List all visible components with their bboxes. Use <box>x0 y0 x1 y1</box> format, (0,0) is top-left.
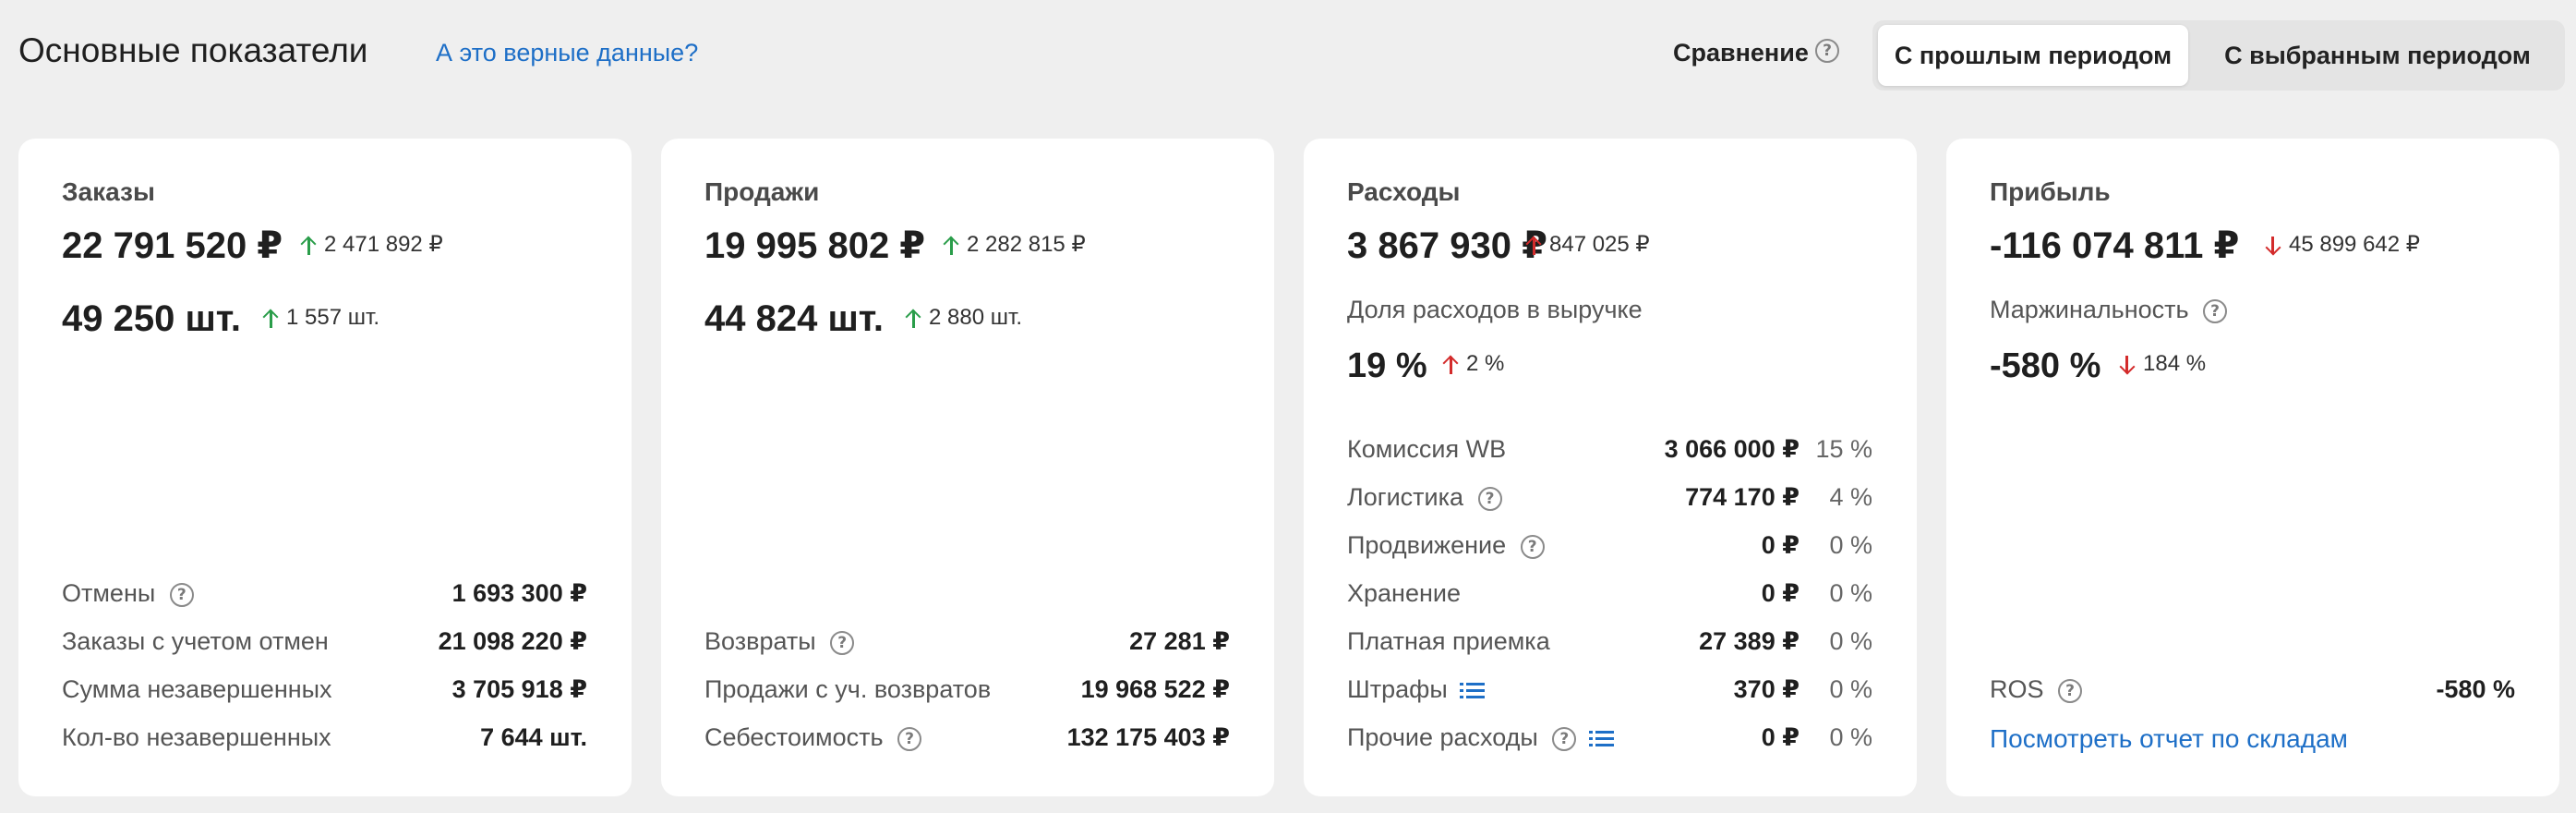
compare-label: Сравнение <box>1673 39 1809 67</box>
expenses-fines-value: 370 ₽ <box>1733 675 1800 703</box>
sales-returns-value: 27 281 ₽ <box>1129 627 1230 655</box>
profit-amount: -116 074 811 ₽ <box>1990 225 2240 266</box>
header-bar: Основные показатели А это верные данные?… <box>0 0 2576 111</box>
expenses-share-label: Доля расходов в выручке <box>1347 296 1643 323</box>
arrow-up-icon <box>943 235 959 257</box>
expenses-fines-pct: 0 % <box>1829 675 1872 703</box>
expenses-logistics-value: 774 170 ₽ <box>1685 483 1800 511</box>
profit-card: Прибыль -116 074 811 ₽ 45 899 642 ₽ Марж… <box>1946 139 2559 796</box>
profit-margin-delta: 184 % <box>2119 351 2206 377</box>
arrow-up-icon <box>262 308 279 330</box>
sales-row-with-returns: Продажи с уч. возвратов <box>704 675 992 703</box>
expenses-promotion-value: 0 ₽ <box>1761 531 1800 559</box>
orders-amount-delta: 2 471 892 ₽ <box>300 231 443 258</box>
expenses-row-promotion: Продвижение ? <box>1347 531 1545 560</box>
sales-row-cost: Себестоимость ? <box>704 723 922 752</box>
expenses-row-logistics: Логистика ? <box>1347 483 1502 512</box>
help-icon[interactable]: ? <box>897 726 922 751</box>
list-icon[interactable] <box>1588 729 1615 749</box>
compare-prev-period-button[interactable]: С прошлым периодом <box>1878 25 2188 86</box>
expenses-card: Расходы 3 867 930 ₽ 847 025 ₽ Доля расхо… <box>1304 139 1917 796</box>
help-icon[interactable]: ? <box>2058 678 2083 703</box>
orders-qty: 49 250 шт. <box>62 298 241 339</box>
list-icon[interactable] <box>1460 681 1486 701</box>
orders-unfinished-sum-value: 3 705 918 ₽ <box>451 675 587 703</box>
sales-title: Продажи <box>704 177 820 206</box>
orders-row-unfinished-qty: Кол-во незавершенных <box>62 723 331 751</box>
expenses-row-storage: Хранение <box>1347 579 1461 607</box>
help-icon[interactable]: ? <box>1552 726 1577 751</box>
sales-with-returns-value: 19 968 522 ₽ <box>1080 675 1230 703</box>
expenses-title: Расходы <box>1347 177 1461 206</box>
expenses-storage-value: 0 ₽ <box>1761 579 1800 607</box>
expenses-promotion-pct: 0 % <box>1829 531 1872 559</box>
sales-amount-delta: 2 282 815 ₽ <box>943 231 1086 258</box>
orders-row-cancels: Отмены ? <box>62 579 194 608</box>
help-icon[interactable]: ? <box>1815 39 1839 63</box>
expenses-paid-acceptance-pct: 0 % <box>1829 627 1872 655</box>
help-icon[interactable]: ? <box>2203 298 2228 323</box>
profit-ros-value: -580 % <box>2436 675 2515 703</box>
profit-amount-delta: 45 899 642 ₽ <box>2265 231 2420 258</box>
profit-margin-value: -580 % <box>1990 346 2101 385</box>
expenses-row-fines: Штрафы <box>1347 675 1486 704</box>
expenses-row-paid-acceptance: Платная приемка <box>1347 627 1550 655</box>
sales-qty-delta: 2 880 шт. <box>905 305 1022 331</box>
orders-cancels-value: 1 693 300 ₽ <box>451 579 587 607</box>
help-icon[interactable]: ? <box>830 630 855 655</box>
expenses-other-value: 0 ₽ <box>1761 723 1800 751</box>
sales-card: Продажи 19 995 802 ₽ 2 282 815 ₽ 44 824 … <box>661 139 1274 796</box>
arrow-up-icon <box>300 235 317 257</box>
expenses-share-value: 19 % <box>1347 346 1427 385</box>
orders-row-with-cancels: Заказы с учетом отмен <box>62 627 329 655</box>
expenses-other-pct: 0 % <box>1829 723 1872 751</box>
page-title: Основные показатели <box>18 31 368 69</box>
expenses-row-commission: Комиссия WB <box>1347 435 1507 463</box>
help-icon[interactable]: ? <box>1520 534 1545 559</box>
arrow-down-icon <box>2119 354 2136 376</box>
help-icon[interactable]: ? <box>169 582 194 607</box>
expenses-commission-pct: 15 % <box>1815 435 1872 463</box>
profit-margin-label: Маржинальность ? <box>1990 296 2228 324</box>
expenses-amount: 3 867 930 ₽ <box>1347 225 1547 266</box>
orders-qty-delta: 1 557 шт. <box>262 305 379 331</box>
profit-title: Прибыль <box>1990 177 2111 206</box>
arrow-up-icon <box>905 308 921 330</box>
orders-with-cancels-value: 21 098 220 ₽ <box>438 627 587 655</box>
orders-unfinished-qty-value: 7 644 шт. <box>480 723 587 751</box>
sales-qty: 44 824 шт. <box>704 298 884 339</box>
expenses-logistics-pct: 4 % <box>1829 483 1872 511</box>
sales-cost-value: 132 175 403 ₽ <box>1066 723 1230 751</box>
orders-title: Заказы <box>62 177 155 206</box>
profit-row-ros: ROS ? <box>1990 675 2083 704</box>
arrow-down-icon <box>2265 235 2281 257</box>
arrow-up-icon <box>1525 235 1542 257</box>
orders-row-unfinished-sum: Сумма незавершенных <box>62 675 332 703</box>
compare-selected-period-button[interactable]: С выбранным периодом <box>2224 41 2531 69</box>
warehouse-report-link[interactable]: Посмотреть отчет по складам <box>1990 724 2348 753</box>
expenses-commission-value: 3 066 000 ₽ <box>1664 435 1800 463</box>
expenses-storage-pct: 0 % <box>1829 579 1872 607</box>
arrow-up-icon <box>1442 354 1459 376</box>
expenses-amount-delta: 847 025 ₽ <box>1525 231 1650 258</box>
verify-data-link[interactable]: А это верные данные? <box>436 39 699 67</box>
orders-card: Заказы 22 791 520 ₽ 2 471 892 ₽ 49 250 ш… <box>18 139 632 796</box>
sales-row-returns: Возвраты ? <box>704 627 855 656</box>
compare-toggle: С прошлым периодом С выбранным периодом <box>1872 20 2565 91</box>
help-icon[interactable]: ? <box>1477 486 1502 511</box>
sales-amount: 19 995 802 ₽ <box>704 225 926 266</box>
expenses-share-delta: 2 % <box>1442 351 1504 377</box>
orders-amount: 22 791 520 ₽ <box>62 225 283 266</box>
expenses-paid-acceptance-value: 27 389 ₽ <box>1699 627 1800 655</box>
expenses-row-other: Прочие расходы ? <box>1347 723 1615 752</box>
